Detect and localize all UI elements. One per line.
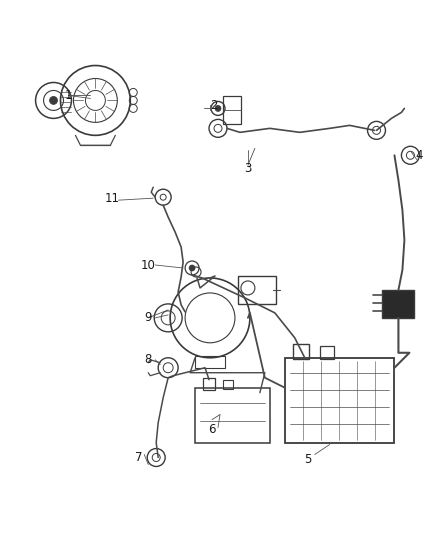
Circle shape: [49, 96, 57, 104]
Text: 9: 9: [145, 311, 152, 325]
Text: 2: 2: [210, 99, 218, 112]
Text: 6: 6: [208, 423, 216, 436]
Circle shape: [215, 106, 221, 111]
Bar: [195, 356, 225, 368]
Bar: [382, 290, 414, 318]
Bar: [223, 96, 241, 124]
Bar: [223, 379, 233, 389]
Circle shape: [189, 265, 195, 271]
Bar: [293, 344, 309, 359]
Bar: [203, 378, 215, 390]
Text: 10: 10: [141, 259, 155, 271]
Text: 3: 3: [244, 161, 251, 175]
Bar: [285, 358, 395, 442]
Bar: [195, 387, 270, 442]
Text: 8: 8: [145, 353, 152, 366]
Text: 5: 5: [304, 453, 311, 466]
Bar: [320, 346, 334, 359]
Text: 11: 11: [105, 192, 120, 205]
Text: 4: 4: [416, 149, 423, 162]
Bar: [238, 276, 276, 304]
Text: 1: 1: [65, 89, 72, 102]
Text: 7: 7: [134, 451, 142, 464]
